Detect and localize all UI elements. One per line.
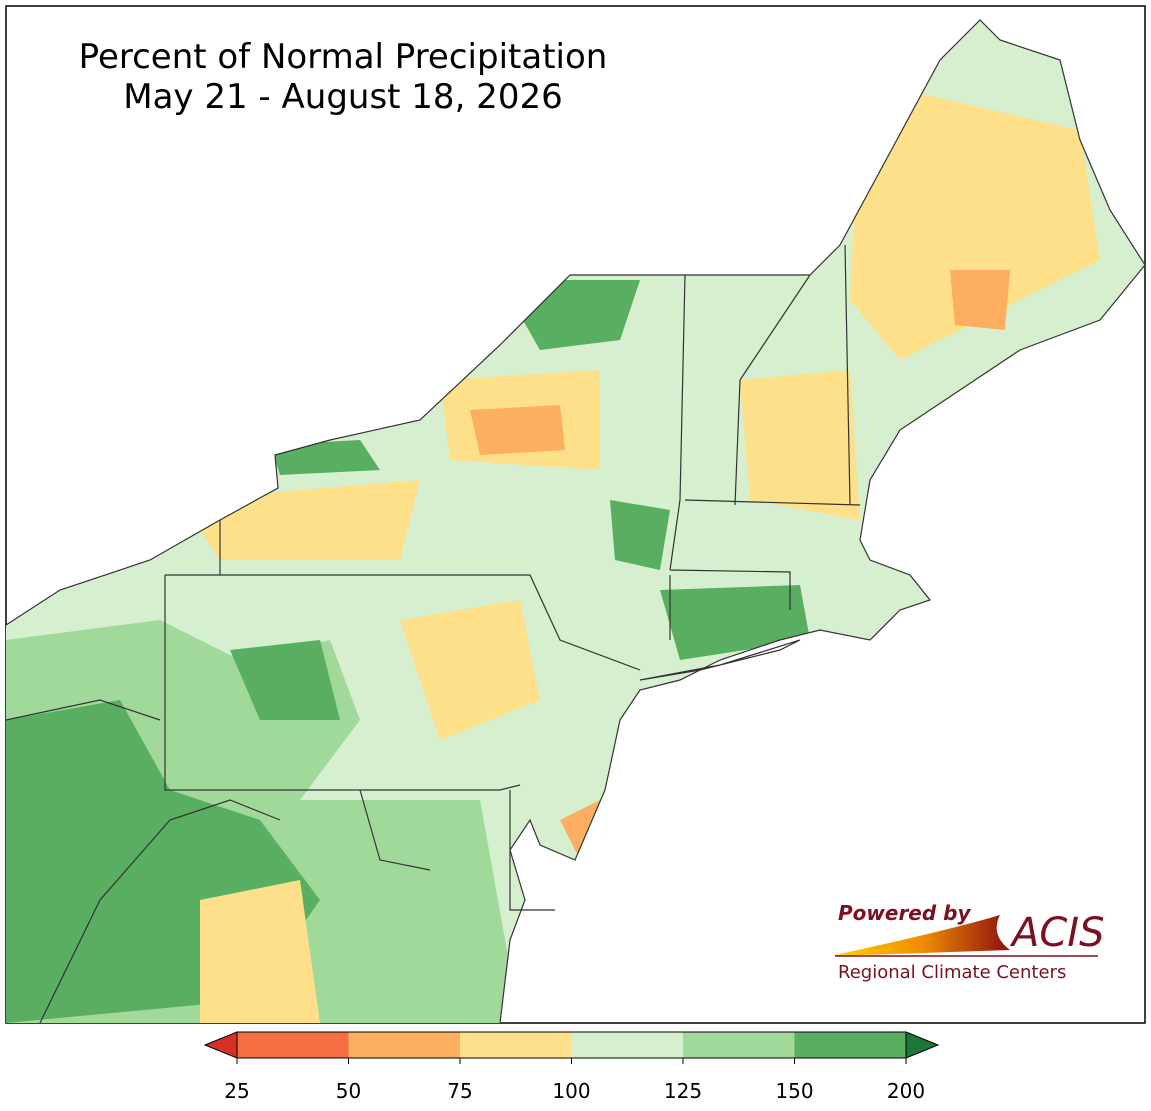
colorbar-tick-label: 125	[664, 1079, 702, 1103]
logo-subtitle: Regional Climate Centers	[838, 962, 1066, 983]
colorbar-tick-label: 50	[336, 1079, 361, 1103]
logo-brand: ACIS	[1009, 910, 1104, 956]
acis-logo: Powered by ACIS Regional Climate Centers	[835, 901, 1104, 983]
logo-swoosh	[835, 915, 1010, 956]
colorbar-segment	[571, 1032, 683, 1058]
colorbar-tick-label: 150	[775, 1079, 813, 1103]
colorbar-segment	[348, 1032, 460, 1058]
colorbar-segment	[794, 1032, 906, 1058]
colorbar-segment	[237, 1032, 349, 1058]
colorbar-over	[905, 1031, 940, 1059]
colorbar-tick-label: 200	[887, 1079, 925, 1103]
map-subtitle: May 21 - August 18, 2026	[123, 77, 562, 117]
colorbar-segment	[460, 1032, 572, 1058]
colorbar: 25 50 75 100 125 150 200	[203, 1031, 940, 1103]
colorbar-under	[203, 1031, 238, 1059]
colorbar-tick-label: 100	[552, 1079, 590, 1103]
logo-powered-by: Powered by	[838, 901, 971, 925]
state-borders	[5, 19, 1146, 1024]
map-title: Percent of Normal Precipitation	[79, 37, 608, 77]
colorbar-tick-label: 75	[447, 1079, 472, 1103]
map-titles: Percent of Normal Precipitation May 21 -…	[79, 37, 608, 117]
colorbar-tick-label: 25	[224, 1079, 249, 1103]
colorbar-segment	[683, 1032, 795, 1058]
